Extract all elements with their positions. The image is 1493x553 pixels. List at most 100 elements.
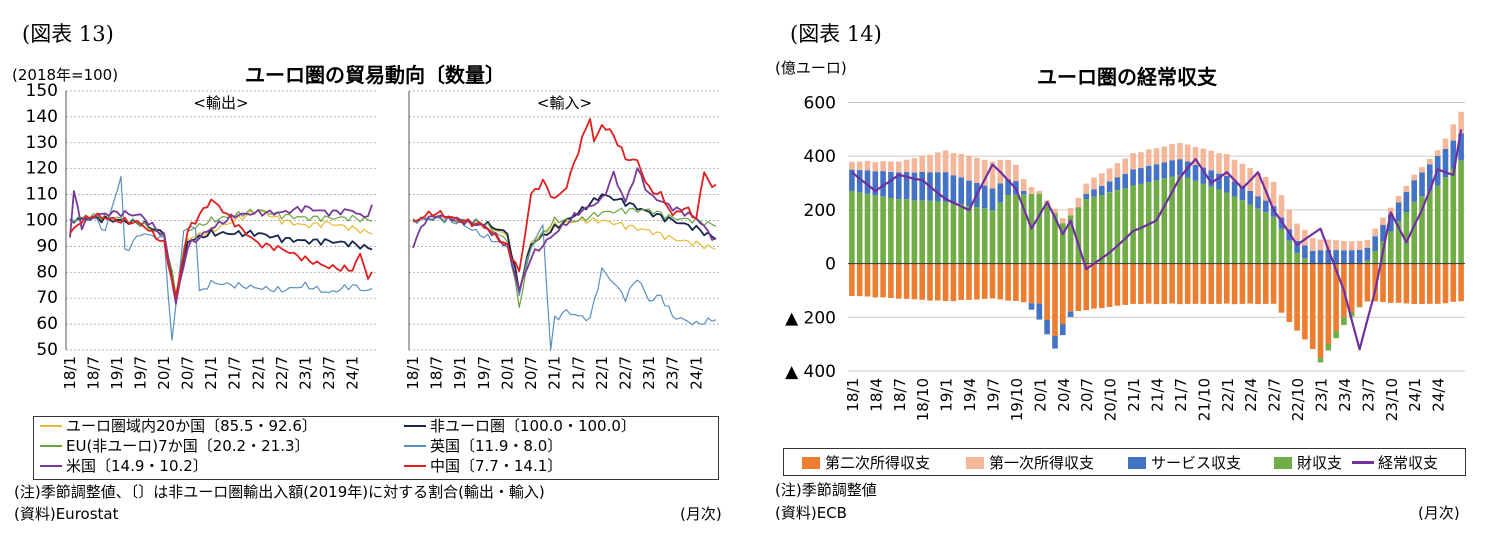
bar-segment (1364, 260, 1371, 264)
bar-segment (1286, 263, 1293, 322)
bar-segment (1161, 263, 1168, 304)
bar-segment (1083, 183, 1089, 194)
bar-segment (903, 172, 910, 200)
bar-segment (911, 172, 918, 201)
bar-segment (950, 175, 957, 204)
y-tick-label: 130 (26, 133, 58, 153)
left-chart-title: ユーロ圏の貿易動向〔数量〕 (245, 63, 505, 87)
y-tick-label: 110 (26, 185, 58, 205)
bar-segment (1130, 185, 1136, 264)
bar-segment (856, 161, 863, 171)
bar-segment (1419, 263, 1425, 304)
y-tick-label: 0 (825, 255, 836, 275)
bar-segment (1294, 240, 1300, 253)
bar-segment (1169, 143, 1175, 161)
bar-segment (1052, 208, 1058, 214)
bar-segment (1216, 153, 1222, 174)
bar-segment (1388, 214, 1394, 232)
bar-segment (935, 172, 941, 202)
bar-segment (966, 206, 972, 264)
bar-segment (1348, 241, 1355, 251)
legend-label: 財収支 (1297, 454, 1343, 472)
bar-segment (856, 263, 863, 297)
bar-segment (1427, 263, 1433, 304)
bar-segment (997, 183, 1004, 203)
fig-label-14: (図表 14) (790, 22, 882, 46)
bar-segment (1083, 194, 1089, 199)
x-tick-label: 20/1 (498, 356, 516, 390)
bar-segment (1239, 263, 1246, 304)
bar-segment (1442, 177, 1449, 264)
bar-segment (1177, 143, 1183, 160)
bar-segment (1091, 196, 1097, 264)
bar-segment (1239, 200, 1246, 264)
bar-segment (997, 263, 1004, 300)
legend-swatch (802, 456, 820, 469)
legend-item-us: 米国〔14.9・10.2〕 (40, 455, 208, 476)
bar-segment (966, 156, 972, 181)
legend-label: ユーロ圏域内20か国〔85.5・92.6〕 (66, 417, 317, 435)
bar-segment (1294, 223, 1300, 241)
bar-segment (958, 263, 964, 300)
bar-segment (1411, 180, 1417, 202)
bar-segment (1145, 182, 1152, 264)
x-tick-label: 18/7 (428, 356, 446, 390)
bar-segment (1333, 240, 1339, 251)
x-tick-label: 23/7 (664, 356, 682, 390)
bar-segment (1044, 263, 1050, 321)
bar-segment (1411, 174, 1417, 181)
bar-segment (1434, 185, 1441, 264)
right-frequency: (月次) (1418, 504, 1460, 522)
bar-segment (1309, 238, 1316, 251)
bar-segment (1067, 311, 1074, 317)
bar-segment (1372, 228, 1378, 237)
x-tick-label: 23/4 (1336, 378, 1354, 412)
bar-segment (1247, 191, 1253, 205)
bar-segment (1138, 183, 1144, 264)
legend-swatch (1352, 461, 1374, 464)
bar-segment (1255, 173, 1261, 197)
legend-swatch (404, 444, 426, 447)
bar-segment (1091, 177, 1097, 190)
bar-segment (1099, 194, 1105, 264)
x-tick-label: 21/1 (202, 356, 220, 390)
x-tick-label: 23/7 (320, 356, 338, 390)
bar-segment (1005, 195, 1011, 264)
bar-segment (1200, 183, 1207, 264)
bar-segment (864, 193, 871, 264)
bar-segment (1122, 188, 1128, 264)
bar-segment (849, 263, 855, 296)
x-tick-label: 18/7 (85, 356, 103, 390)
y-tick-label: ▲ 400 (785, 362, 836, 382)
bar-segment (1036, 190, 1043, 194)
legend-label: 米国〔14.9・10.2〕 (66, 457, 208, 475)
x-tick-label: 19/1 (451, 356, 469, 390)
bar-segment (1138, 168, 1144, 184)
bar-segment (1036, 303, 1043, 320)
bar-segment (1106, 168, 1113, 182)
legend-item-current-account: 経常収支 (1352, 452, 1438, 473)
bar-segment (1208, 170, 1214, 187)
series-line (412, 193, 717, 293)
bar-segment (1450, 263, 1457, 302)
y-tick-label: ▲ 200 (785, 308, 836, 328)
bar-segment (1450, 168, 1457, 264)
bar-segment (1177, 263, 1183, 305)
bar-segment (1419, 172, 1425, 197)
bar-segment (903, 159, 910, 173)
bar-segment (1419, 196, 1425, 264)
bar-segment (872, 171, 879, 196)
x-tick-label: 22/10 (1289, 378, 1307, 421)
bar-segment (1013, 263, 1019, 301)
bar-segment (1184, 177, 1191, 264)
bar-segment (888, 198, 894, 264)
bar-segment (958, 153, 964, 178)
bar-segment (935, 263, 941, 301)
x-tick-label: 21/10 (1195, 378, 1213, 421)
bar-segment (1278, 195, 1285, 218)
legend-item-non-euro: 非ユーロ圏〔100.0・100.0〕 (404, 415, 636, 436)
bar-segment (927, 154, 933, 173)
bar-segment (919, 172, 925, 201)
bar-segment (1177, 159, 1183, 176)
x-tick-label: 24/1 (687, 356, 705, 390)
